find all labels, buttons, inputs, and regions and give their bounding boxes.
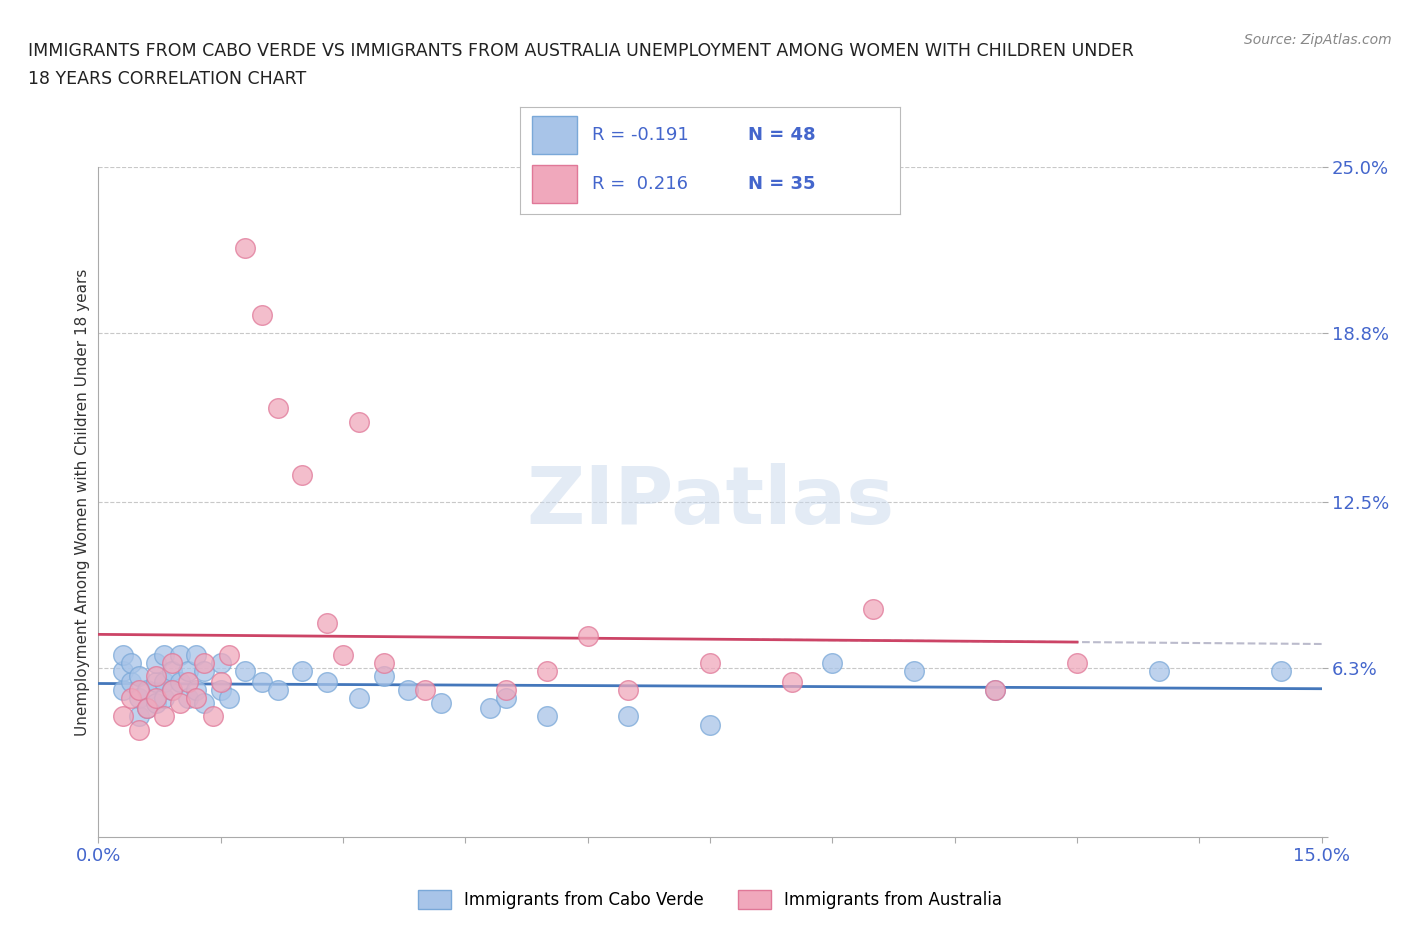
Point xyxy=(160,683,183,698)
Point xyxy=(169,674,191,689)
Point xyxy=(193,656,215,671)
Point xyxy=(821,656,844,671)
Point xyxy=(160,656,183,671)
Point xyxy=(152,647,174,662)
Point xyxy=(267,683,290,698)
Point xyxy=(177,674,200,689)
Point xyxy=(780,674,803,689)
Point xyxy=(291,468,314,483)
Point xyxy=(111,663,134,678)
Point xyxy=(120,656,142,671)
Point xyxy=(136,701,159,716)
Point xyxy=(233,663,256,678)
Point xyxy=(209,656,232,671)
Point xyxy=(193,696,215,711)
Point xyxy=(201,709,224,724)
Point xyxy=(128,683,150,698)
Point xyxy=(120,674,142,689)
Point xyxy=(984,683,1007,698)
Point xyxy=(160,663,183,678)
Point xyxy=(315,616,337,631)
Point xyxy=(699,656,721,671)
Text: R =  0.216: R = 0.216 xyxy=(592,175,689,193)
Point xyxy=(250,674,273,689)
Y-axis label: Unemployment Among Women with Children Under 18 years: Unemployment Among Women with Children U… xyxy=(75,269,90,736)
Point xyxy=(349,690,371,705)
Point xyxy=(349,415,371,430)
Point xyxy=(536,663,558,678)
Point xyxy=(160,683,183,698)
Point xyxy=(186,647,208,662)
Text: N = 35: N = 35 xyxy=(748,175,815,193)
Point xyxy=(128,723,150,737)
Point xyxy=(152,690,174,705)
Point xyxy=(291,663,314,678)
Point xyxy=(1066,656,1088,671)
Bar xyxy=(531,165,578,204)
Text: IMMIGRANTS FROM CABO VERDE VS IMMIGRANTS FROM AUSTRALIA UNEMPLOYMENT AMONG WOMEN: IMMIGRANTS FROM CABO VERDE VS IMMIGRANTS… xyxy=(28,42,1135,60)
Point xyxy=(111,709,134,724)
Text: Source: ZipAtlas.com: Source: ZipAtlas.com xyxy=(1244,33,1392,46)
Point xyxy=(617,709,640,724)
Point xyxy=(120,690,142,705)
Point xyxy=(145,656,167,671)
Point xyxy=(177,663,200,678)
Point xyxy=(111,683,134,698)
Legend: Immigrants from Cabo Verde, Immigrants from Australia: Immigrants from Cabo Verde, Immigrants f… xyxy=(411,884,1010,916)
Point xyxy=(495,683,517,698)
Point xyxy=(373,656,395,671)
Point xyxy=(186,683,208,698)
Point xyxy=(903,663,925,678)
Point xyxy=(396,683,419,698)
Point xyxy=(250,307,273,322)
Point xyxy=(984,683,1007,698)
Point xyxy=(193,663,215,678)
Point xyxy=(186,690,208,705)
Text: 18 YEARS CORRELATION CHART: 18 YEARS CORRELATION CHART xyxy=(28,70,307,87)
Point xyxy=(209,683,232,698)
Text: N = 48: N = 48 xyxy=(748,126,815,144)
Point xyxy=(145,674,167,689)
Point xyxy=(576,629,599,644)
Point xyxy=(128,690,150,705)
Point xyxy=(177,690,200,705)
Text: R = -0.191: R = -0.191 xyxy=(592,126,689,144)
Point xyxy=(145,696,167,711)
Point xyxy=(699,717,721,732)
Point xyxy=(111,647,134,662)
Point xyxy=(218,690,240,705)
Point xyxy=(478,701,501,716)
Point xyxy=(373,669,395,684)
Point xyxy=(1147,663,1170,678)
Point xyxy=(218,647,240,662)
Point xyxy=(145,669,167,684)
Point xyxy=(209,674,232,689)
Point xyxy=(430,696,453,711)
Point xyxy=(332,647,354,662)
Point xyxy=(862,602,884,617)
Text: ZIPatlas: ZIPatlas xyxy=(526,463,894,541)
Bar xyxy=(531,115,578,154)
Point xyxy=(315,674,337,689)
Point xyxy=(145,690,167,705)
Point xyxy=(1270,663,1292,678)
Point xyxy=(136,701,159,716)
Point xyxy=(136,683,159,698)
Point xyxy=(169,647,191,662)
Point xyxy=(233,240,256,255)
Point xyxy=(128,669,150,684)
Point xyxy=(536,709,558,724)
Point xyxy=(495,690,517,705)
Point xyxy=(617,683,640,698)
Point xyxy=(169,696,191,711)
Point xyxy=(128,709,150,724)
Point xyxy=(152,709,174,724)
Point xyxy=(267,401,290,416)
Point xyxy=(413,683,436,698)
Point xyxy=(152,674,174,689)
